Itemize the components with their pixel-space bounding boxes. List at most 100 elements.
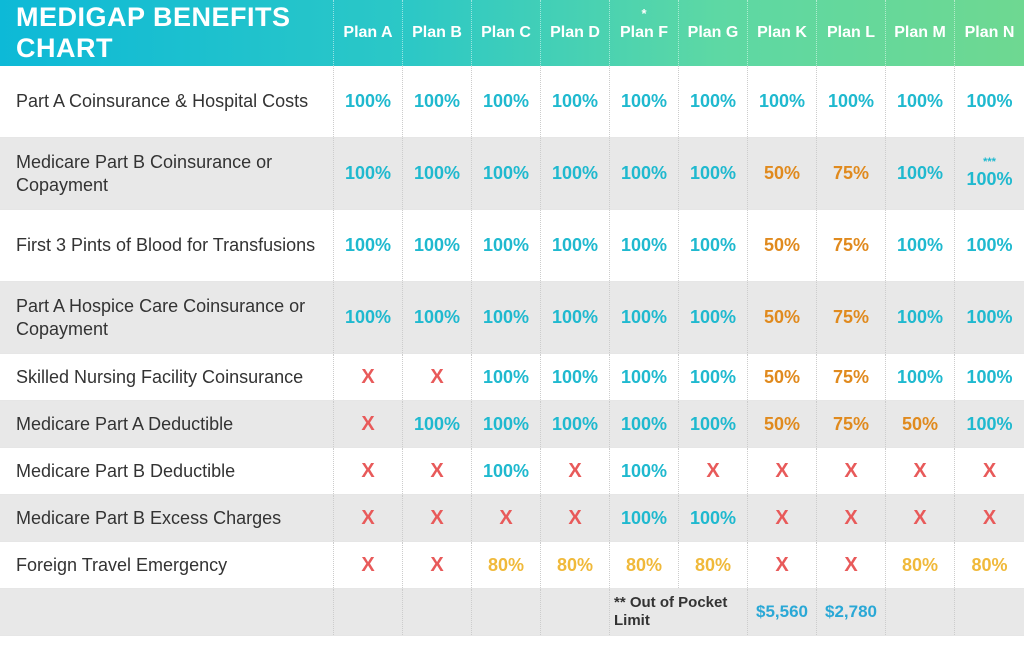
value-text: X (983, 507, 996, 530)
benefit-label: Medicare Part B Coinsurance or Copayment (0, 138, 334, 209)
value-text: 100% (483, 461, 529, 482)
benefit-value: X (886, 448, 955, 494)
value-text: 100% (966, 235, 1012, 256)
plan-header-plan-m: Plan M (886, 0, 955, 66)
value-text: 100% (483, 163, 529, 184)
benefit-value: 100% (541, 66, 610, 137)
plan-header-plan-c: Plan C (472, 0, 541, 66)
value-text: 100% (414, 307, 460, 328)
value-text: 100% (552, 367, 598, 388)
value-text: 100% (414, 414, 460, 435)
value-text: 100% (414, 163, 460, 184)
footer-cell (886, 589, 955, 635)
value-text: X (706, 460, 719, 483)
medigap-benefits-chart: MEDIGAP BENEFITS CHART Plan APlan BPlan … (0, 0, 1024, 636)
value-text: 80% (971, 555, 1007, 576)
benefit-value: 80% (472, 542, 541, 588)
value-text: 100% (414, 91, 460, 112)
value-text: X (430, 460, 443, 483)
benefit-value: 100% (610, 210, 679, 281)
benefit-value: 100% (679, 354, 748, 400)
header-row: MEDIGAP BENEFITS CHART Plan APlan BPlan … (0, 0, 1024, 66)
benefit-value: 100% (334, 138, 403, 209)
plan-header-label: Plan D (550, 24, 600, 42)
plan-header-plan-d: Plan D (541, 0, 610, 66)
value-text: 100% (345, 235, 391, 256)
benefit-value: 80% (541, 542, 610, 588)
benefit-value: 100% (886, 282, 955, 353)
value-text: X (361, 554, 374, 577)
benefit-value: 100% (472, 210, 541, 281)
value-text: X (499, 507, 512, 530)
benefit-value: 75% (817, 282, 886, 353)
value-text: 100% (966, 91, 1012, 112)
plan-header-label: Plan F (620, 24, 668, 42)
benefit-value: 100% (541, 282, 610, 353)
footer-cell (403, 589, 472, 635)
footer-cell (472, 589, 541, 635)
value-text: 50% (902, 414, 938, 435)
footer-value: $2,780 (825, 602, 877, 622)
value-text: X (775, 554, 788, 577)
value-text: 80% (626, 555, 662, 576)
value-text: 100% (483, 307, 529, 328)
benefit-value: X (679, 448, 748, 494)
value-text: 100% (966, 307, 1012, 328)
benefit-label: Part A Hospice Care Coinsurance or Copay… (0, 282, 334, 353)
benefit-value: 100% (610, 354, 679, 400)
benefit-value: 100% (955, 354, 1024, 400)
benefit-row: Part A Coinsurance & Hospital Costs100%1… (0, 66, 1024, 138)
benefit-value: 100% (403, 210, 472, 281)
footer-cell: $5,560 (748, 589, 817, 635)
benefit-value: 100% (610, 448, 679, 494)
value-text: 100% (966, 367, 1012, 388)
value-text: X (844, 554, 857, 577)
value-text: 100% (966, 414, 1012, 435)
benefit-value: 100% (334, 66, 403, 137)
benefit-value: 100% (679, 66, 748, 137)
footer-spacer (0, 589, 334, 635)
benefit-value: 50% (886, 401, 955, 447)
value-text: 100% (345, 163, 391, 184)
plan-header-plan-a: Plan A (334, 0, 403, 66)
value-text: 100% (759, 91, 805, 112)
benefit-value: 100% (679, 210, 748, 281)
benefit-row: Medicare Part B Coinsurance or Copayment… (0, 138, 1024, 210)
benefit-value: X (334, 448, 403, 494)
value-text: X (361, 413, 374, 436)
value-text: 100% (345, 307, 391, 328)
benefit-label: Medicare Part B Deductible (0, 448, 334, 494)
benefit-value: X (955, 495, 1024, 541)
value-text: 100% (552, 91, 598, 112)
footer-cell: $2,780 (817, 589, 886, 635)
value-text: X (775, 460, 788, 483)
benefit-value: 50% (748, 354, 817, 400)
benefit-label: Foreign Travel Emergency (0, 542, 334, 588)
value-text: 100% (621, 91, 667, 112)
benefit-value: 100% (886, 66, 955, 137)
benefit-value: 50% (748, 210, 817, 281)
value-text: 100% (621, 163, 667, 184)
benefit-value: 100% (886, 354, 955, 400)
plan-header-label: Plan K (757, 24, 807, 42)
benefit-value: X (817, 542, 886, 588)
benefit-value: 50% (748, 138, 817, 209)
benefit-value: 50% (748, 282, 817, 353)
value-text: 75% (833, 367, 869, 388)
value-text: 75% (833, 307, 869, 328)
benefit-value: X (403, 448, 472, 494)
plan-header-label: Plan G (688, 24, 739, 42)
value-text: 50% (764, 414, 800, 435)
value-text: 100% (621, 235, 667, 256)
value-text: X (913, 460, 926, 483)
benefit-value: X (334, 495, 403, 541)
chart-title: MEDIGAP BENEFITS CHART (0, 0, 334, 66)
benefit-value: 100% (334, 282, 403, 353)
benefit-value: X (886, 495, 955, 541)
value-text: 50% (764, 367, 800, 388)
benefit-value: X (334, 401, 403, 447)
footer-cell (334, 589, 403, 635)
value-text: 75% (833, 235, 869, 256)
benefit-row: Skilled Nursing Facility CoinsuranceXX10… (0, 354, 1024, 401)
benefit-value: 100% (886, 138, 955, 209)
